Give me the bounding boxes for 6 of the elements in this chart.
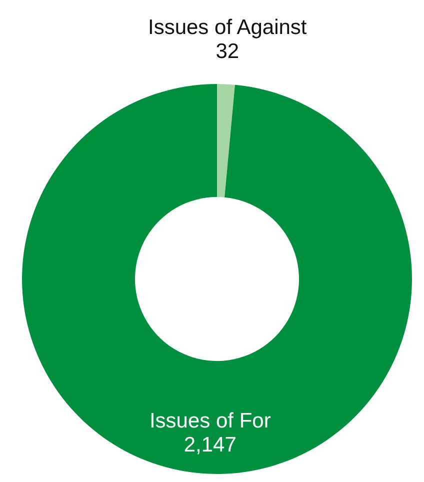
slice-label: Issues of Against [148, 16, 307, 40]
slice-label: Issues of For [149, 409, 271, 432]
donut-slice [22, 84, 412, 474]
data-label: 32 [216, 40, 240, 64]
data-label: 2,147 [184, 433, 236, 456]
donut-slice [217, 84, 235, 198]
